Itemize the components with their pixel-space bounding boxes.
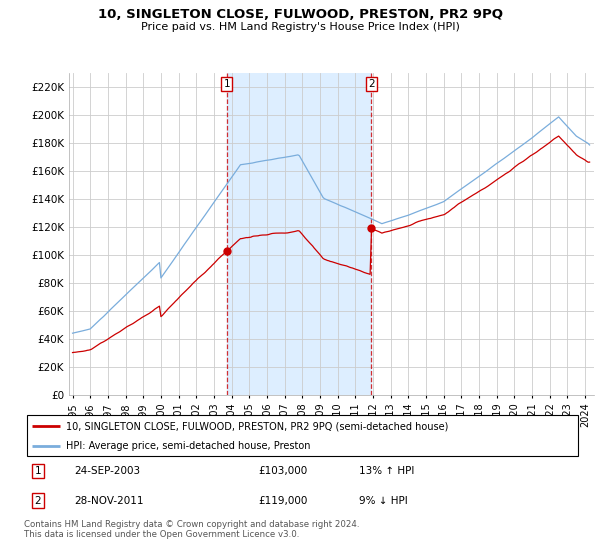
Text: 2: 2 <box>35 496 41 506</box>
Text: Price paid vs. HM Land Registry's House Price Index (HPI): Price paid vs. HM Land Registry's House … <box>140 22 460 32</box>
Text: 2: 2 <box>368 79 375 89</box>
Text: 1: 1 <box>224 79 230 89</box>
Text: 9% ↓ HPI: 9% ↓ HPI <box>359 496 407 506</box>
Bar <box>227 73 371 395</box>
Text: Contains HM Land Registry data © Crown copyright and database right 2024.
This d: Contains HM Land Registry data © Crown c… <box>24 520 359 539</box>
Text: 28-NOV-2011: 28-NOV-2011 <box>74 496 144 506</box>
FancyBboxPatch shape <box>27 416 578 456</box>
Text: 13% ↑ HPI: 13% ↑ HPI <box>359 466 414 476</box>
Text: 10, SINGLETON CLOSE, FULWOOD, PRESTON, PR2 9PQ (semi-detached house): 10, SINGLETON CLOSE, FULWOOD, PRESTON, P… <box>66 421 448 431</box>
Text: 10, SINGLETON CLOSE, FULWOOD, PRESTON, PR2 9PQ: 10, SINGLETON CLOSE, FULWOOD, PRESTON, P… <box>97 8 503 21</box>
Text: 24-SEP-2003: 24-SEP-2003 <box>74 466 140 476</box>
Text: £119,000: £119,000 <box>259 496 308 506</box>
Text: HPI: Average price, semi-detached house, Preston: HPI: Average price, semi-detached house,… <box>66 441 310 451</box>
Text: 1: 1 <box>35 466 41 476</box>
Text: £103,000: £103,000 <box>259 466 308 476</box>
